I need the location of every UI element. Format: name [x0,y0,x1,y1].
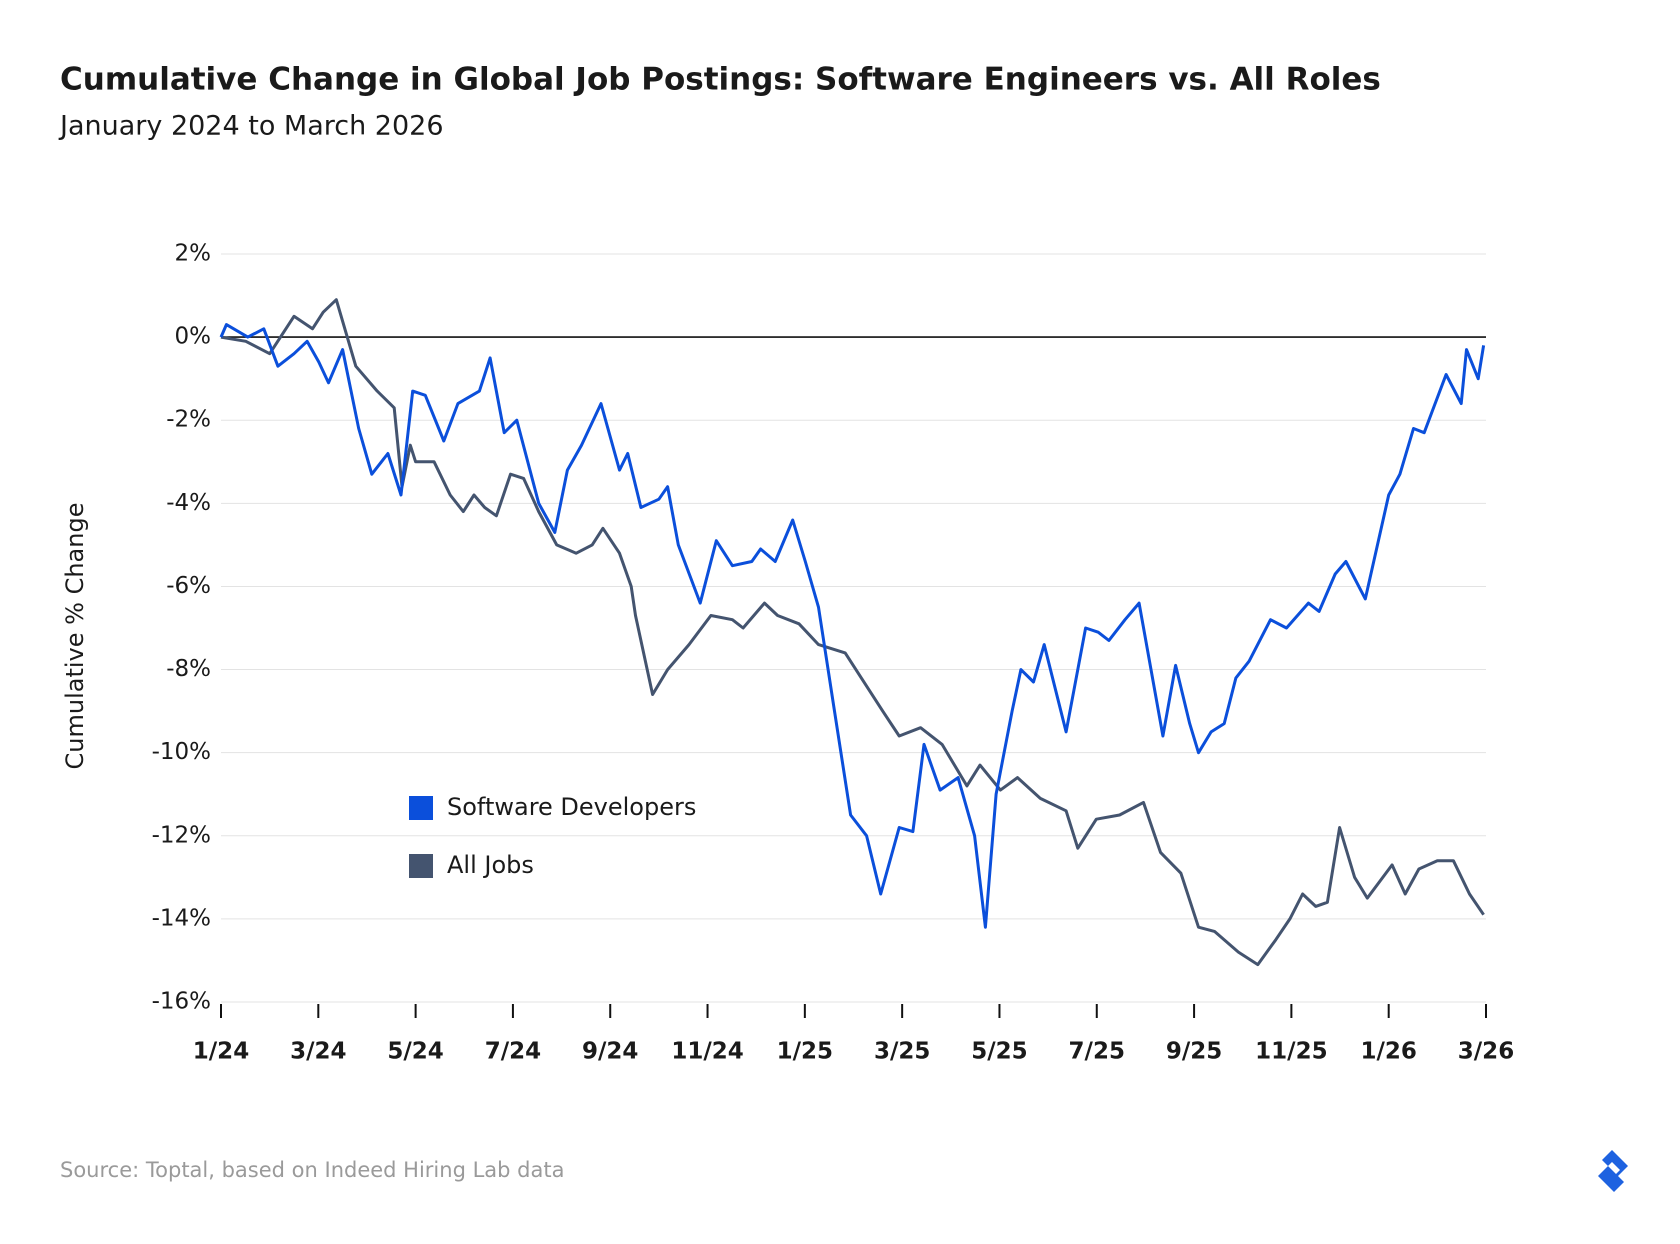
brand-logo [1598,1150,1628,1192]
source-note: Source: Toptal, based on Indeed Hiring L… [60,1158,564,1182]
x-tick-label: 11/24 [671,1039,743,1065]
y-tick-label: -8% [166,656,211,682]
x-tick-label: 9/24 [582,1039,638,1065]
y-axis-label: Cumulative % Change [61,503,89,770]
series-line [219,323,1486,929]
x-tick-label: 7/24 [485,1039,541,1065]
legend-label: All Jobs [447,851,534,879]
chart-subtitle: January 2024 to March 2026 [58,111,444,142]
x-tick-label: 3/25 [874,1039,930,1065]
x-tick-label: 11/25 [1255,1039,1327,1065]
legend-swatch [409,796,433,820]
y-tick-label: 0% [175,324,212,350]
y-tick-label: 2% [175,241,212,267]
x-tick-label: 1/24 [193,1039,249,1065]
chart-title: Cumulative Change in Global Job Postings… [60,62,1381,98]
y-tick-label: -16% [152,989,211,1015]
legend-label: Software Developers [447,793,696,821]
y-tick-label: -4% [166,490,211,516]
y-tick-label: -6% [166,573,211,599]
x-tick-label: 5/24 [387,1039,443,1065]
x-tick-label: 3/26 [1458,1039,1514,1065]
y-tick-label: -12% [152,822,211,848]
x-tick-label: 9/25 [1166,1039,1222,1065]
y-tick-label: -10% [152,739,211,765]
x-tick-label: 3/24 [290,1039,346,1065]
x-tick-label: 1/26 [1360,1039,1416,1065]
x-tick-label: 7/25 [1069,1039,1125,1065]
y-tick-label: -2% [166,407,211,433]
legend-swatch [409,854,433,878]
y-tick-label: -14% [152,905,211,931]
x-tick-label: 1/25 [777,1039,833,1065]
series-line [220,298,1485,967]
x-tick-label: 5/25 [971,1039,1027,1065]
